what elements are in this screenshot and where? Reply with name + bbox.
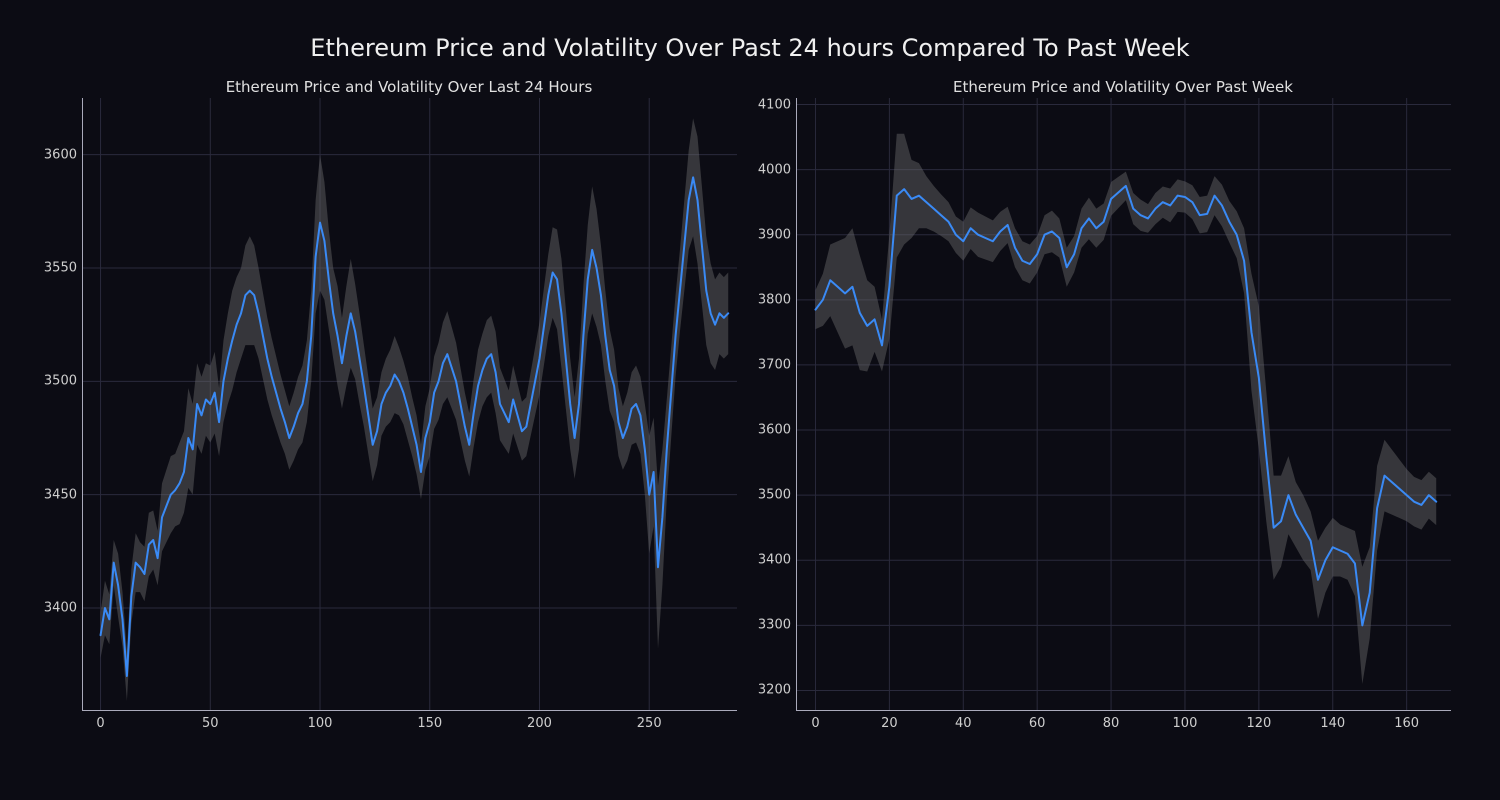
y-tick-label: 3400 — [758, 553, 791, 568]
x-tick-label: 60 — [1029, 716, 1046, 731]
volatility-band — [815, 134, 1436, 684]
y-tick-label: 3800 — [758, 292, 791, 307]
x-tick-label: 250 — [637, 716, 662, 731]
x-tick-label: 100 — [1173, 716, 1198, 731]
right-chart-axes: 0204060801001201401603200330034003500360… — [796, 98, 1451, 711]
y-tick-label: 3450 — [44, 487, 77, 502]
y-tick-label: 3200 — [758, 683, 791, 698]
y-tick-label: 3600 — [758, 423, 791, 438]
y-tick-label: 4100 — [758, 97, 791, 112]
x-tick-label: 200 — [527, 716, 552, 731]
y-tick-label: 3500 — [44, 374, 77, 389]
y-tick-label: 3400 — [44, 601, 77, 616]
x-tick-label: 40 — [955, 716, 972, 731]
figure-suptitle: Ethereum Price and Volatility Over Past … — [0, 34, 1500, 62]
volatility-band — [101, 118, 729, 701]
x-tick-label: 160 — [1394, 716, 1419, 731]
y-tick-label: 3600 — [44, 147, 77, 162]
left-chart-svg — [83, 98, 737, 710]
right-chart-title: Ethereum Price and Volatility Over Past … — [796, 78, 1450, 96]
x-tick-label: 120 — [1246, 716, 1271, 731]
x-tick-label: 20 — [881, 716, 898, 731]
x-tick-label: 0 — [811, 716, 819, 731]
y-tick-label: 3700 — [758, 357, 791, 372]
x-tick-label: 100 — [308, 716, 333, 731]
y-tick-label: 3300 — [758, 618, 791, 633]
y-tick-label: 3900 — [758, 227, 791, 242]
right-chart-svg — [797, 98, 1451, 710]
y-tick-label: 3550 — [44, 261, 77, 276]
x-tick-label: 0 — [96, 716, 104, 731]
y-tick-label: 4000 — [758, 162, 791, 177]
x-tick-label: 150 — [417, 716, 442, 731]
x-tick-label: 50 — [202, 716, 219, 731]
left-chart-axes: 05010015020025034003450350035503600 — [82, 98, 737, 711]
x-tick-label: 80 — [1103, 716, 1120, 731]
left-chart-title: Ethereum Price and Volatility Over Last … — [82, 78, 736, 96]
x-tick-label: 140 — [1320, 716, 1345, 731]
y-tick-label: 3500 — [758, 488, 791, 503]
figure: Ethereum Price and Volatility Over Past … — [0, 0, 1500, 800]
